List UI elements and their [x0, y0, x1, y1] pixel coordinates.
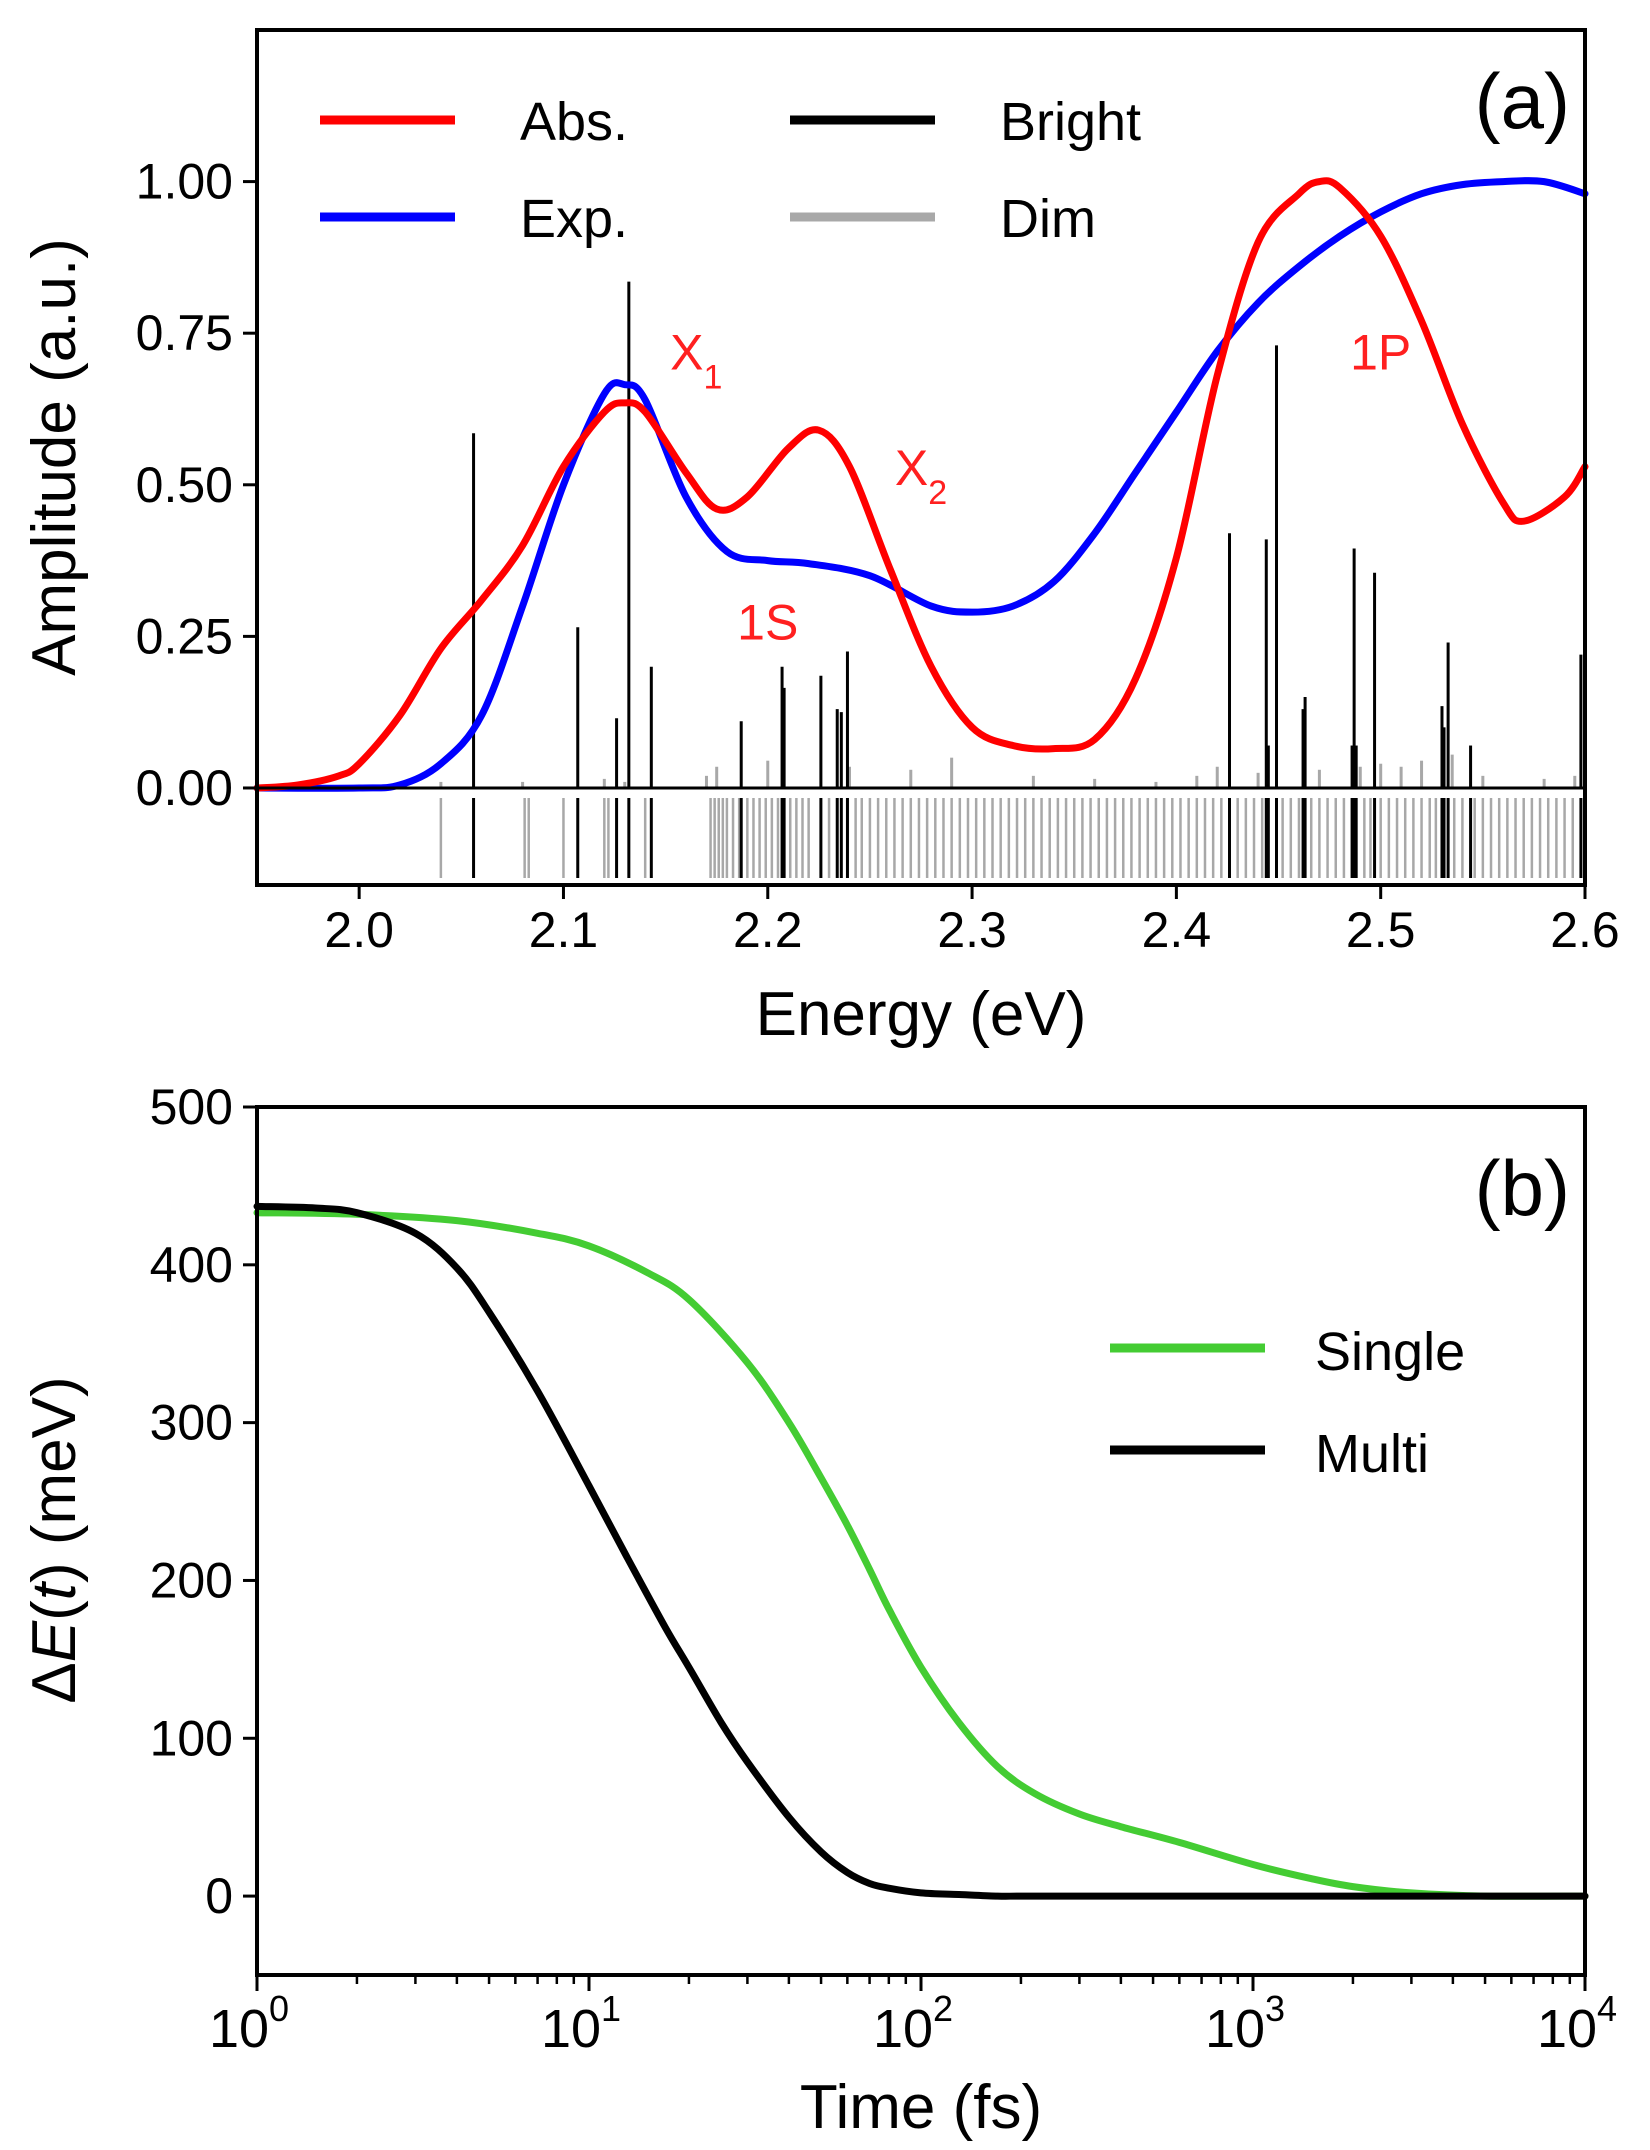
x-tick-label: 2.3: [937, 902, 1007, 958]
dim-sticks: [439, 754, 1577, 788]
legend-a: Abs. Exp. Bright Dim: [320, 92, 1141, 249]
x-tick-label: 2.5: [1346, 902, 1416, 958]
y-tick-label: 500: [150, 1079, 233, 1135]
y-axis-label-b: ΔE(t) (meV): [20, 1376, 89, 1703]
panel-label-a: (a): [1475, 57, 1570, 145]
legend-label-abs: Abs.: [520, 92, 628, 152]
y-tick-label: 0.25: [136, 608, 233, 664]
peak-annotations: X1 X2 1S 1P: [670, 325, 1411, 651]
lower-strip: [439, 797, 1583, 878]
legend-label-exp: Exp.: [520, 189, 628, 249]
series-line-abs: [253, 177, 1589, 792]
series-line-single: [253, 1209, 1589, 1900]
x-tick-label: 2.2: [733, 902, 803, 958]
legend-label-bright: Bright: [1000, 92, 1141, 152]
y-tick-label: 100: [150, 1710, 233, 1766]
legend-b: Single Multi: [1110, 1322, 1465, 1484]
panel-a: 2.0 2.1 2.2 2.3 2.4 2.5 2.6 0.00 0.25 0.50 0.75 1.0…: [20, 28, 1620, 1049]
axis-ticks-b: 100 101 102 103 104 0 100 200 300 400 500: [150, 1079, 1617, 2059]
x-axis-label-a: Energy (eV): [756, 980, 1087, 1049]
y-tick-label: 0.50: [136, 457, 233, 513]
peak-annotation: 1P: [1350, 325, 1411, 381]
legend-label-multi: Multi: [1315, 1424, 1429, 1484]
y-label-unit: ) (meV): [20, 1376, 89, 1583]
x-tick-label: 102: [873, 1988, 953, 2059]
y-tick-label: 0.75: [136, 305, 233, 361]
series-line-multi: [253, 1202, 1589, 1900]
y-label-open-paren: (: [20, 1600, 89, 1621]
peak-annotation: 1S: [737, 594, 798, 650]
y-tick-label: 0: [205, 1868, 233, 1924]
plot-frame-b: [255, 1105, 1587, 1977]
x-axis-label-b: Time (fs): [800, 2073, 1042, 2142]
legend-label-single: Single: [1315, 1322, 1465, 1382]
x-tick-label: 104: [1537, 1988, 1617, 2059]
y-label-t: t: [20, 1580, 89, 1600]
plot-frame-a: [255, 28, 1587, 887]
y-tick-label: 300: [150, 1395, 233, 1451]
panel-label-b: (b): [1475, 1144, 1570, 1232]
x-tick-label: 2.4: [1142, 902, 1212, 958]
y-tick-label: 200: [150, 1552, 233, 1608]
x-tick-label: 2.6: [1550, 902, 1620, 958]
x-tick-label: 101: [541, 1988, 621, 2059]
axis-ticks: 2.0 2.1 2.2 2.3 2.4 2.5 2.6 0.00 0.25 0.50 0.75 1.0…: [136, 154, 1620, 958]
x-tick-label: 2.1: [529, 902, 599, 958]
peak-annotation: X2: [895, 440, 947, 512]
y-axis-label-a: Amplitude (a.u.): [20, 238, 89, 676]
bright-sticks: [472, 281, 1583, 788]
x-tick-label: 103: [1205, 1988, 1285, 2059]
panel-b: 100 101 102 103 104 0 100 200 300 400 500 (b) Sing…: [20, 1079, 1617, 2142]
legend-label-dim: Dim: [1000, 189, 1096, 249]
y-label-delta: Δ: [20, 1662, 89, 1703]
x-tick-label: 100: [209, 1988, 289, 2059]
y-tick-label: 0.00: [136, 760, 233, 816]
series-line-exp: [253, 177, 1589, 792]
y-label-e: E: [20, 1620, 89, 1662]
x-tick-label: 2.0: [324, 902, 394, 958]
y-tick-label: 400: [150, 1237, 233, 1293]
y-tick-label: 1.00: [136, 154, 233, 210]
peak-annotation: X1: [670, 325, 722, 397]
